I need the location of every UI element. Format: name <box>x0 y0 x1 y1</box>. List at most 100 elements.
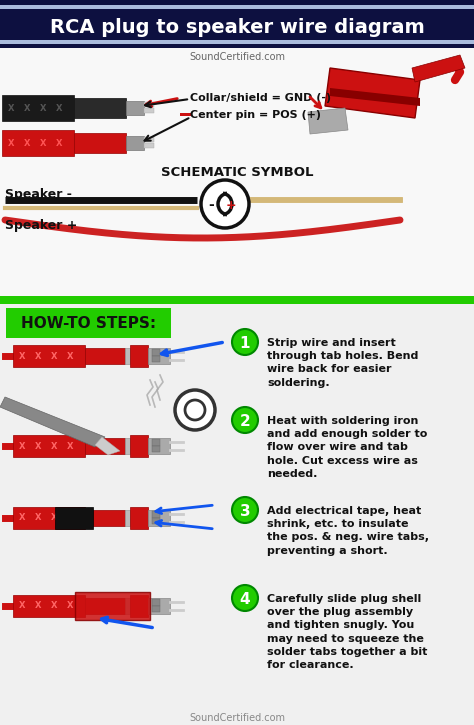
Bar <box>85 598 125 614</box>
Text: X: X <box>24 104 30 112</box>
Polygon shape <box>330 88 420 106</box>
Bar <box>152 439 160 446</box>
Bar <box>0 5 474 9</box>
Text: X: X <box>19 352 25 360</box>
Text: X: X <box>19 442 25 450</box>
Text: X: X <box>51 442 57 450</box>
Text: X: X <box>67 513 73 523</box>
Bar <box>85 438 125 454</box>
Bar <box>148 438 170 454</box>
Text: X: X <box>67 602 73 610</box>
Text: X: X <box>24 138 30 147</box>
Text: Strip wire and insert
through tab holes. Bend
wire back for easier
soldering.: Strip wire and insert through tab holes.… <box>267 338 419 388</box>
Bar <box>130 345 148 367</box>
Text: X: X <box>51 352 57 360</box>
Bar <box>148 598 170 614</box>
Bar <box>152 356 160 362</box>
Bar <box>85 348 125 364</box>
Bar <box>74 133 126 153</box>
Bar <box>125 598 130 614</box>
Text: X: X <box>35 352 41 360</box>
Bar <box>74 98 126 118</box>
Bar <box>13 595 85 617</box>
Bar <box>152 511 160 518</box>
Text: X: X <box>19 602 25 610</box>
Bar <box>152 599 160 606</box>
Bar <box>55 507 93 529</box>
Bar <box>144 143 154 148</box>
Text: X: X <box>35 442 41 450</box>
Polygon shape <box>325 68 420 118</box>
Bar <box>144 137 154 142</box>
Text: Center pin = POS (+): Center pin = POS (+) <box>190 110 321 120</box>
Text: RCA plug to speaker wire diagram: RCA plug to speaker wire diagram <box>50 17 424 36</box>
Text: Collar/shield = GND (-): Collar/shield = GND (-) <box>190 93 331 103</box>
Bar <box>2 95 74 121</box>
Text: X: X <box>40 104 46 112</box>
Bar <box>152 606 160 612</box>
Text: X: X <box>67 442 73 450</box>
Bar <box>85 510 125 526</box>
Text: Speaker -: Speaker - <box>5 188 72 201</box>
Bar <box>148 348 170 364</box>
Circle shape <box>232 407 258 433</box>
Text: -: - <box>208 198 214 212</box>
Text: +: + <box>226 199 237 212</box>
Bar <box>130 595 148 617</box>
Bar <box>125 348 130 364</box>
Circle shape <box>185 400 205 420</box>
Bar <box>0 48 474 296</box>
Bar <box>130 507 148 529</box>
Bar <box>0 40 474 44</box>
FancyBboxPatch shape <box>6 308 171 338</box>
Bar <box>126 101 144 115</box>
Text: 4: 4 <box>240 592 250 607</box>
Text: X: X <box>35 513 41 523</box>
Text: Add electrical tape, heat
shrink, etc. to insulate
the pos. & neg. wire tabs,
pr: Add electrical tape, heat shrink, etc. t… <box>267 506 429 555</box>
Bar <box>125 438 130 454</box>
Circle shape <box>232 497 258 523</box>
Polygon shape <box>95 437 120 455</box>
Text: X: X <box>51 513 57 523</box>
Text: X: X <box>35 602 41 610</box>
Text: SoundCertified.com: SoundCertified.com <box>189 52 285 62</box>
Bar <box>130 435 148 457</box>
Text: SCHEMATIC SYMBOL: SCHEMATIC SYMBOL <box>161 165 313 178</box>
Text: 1: 1 <box>240 336 250 350</box>
Bar <box>152 446 160 452</box>
Bar <box>126 136 144 150</box>
Bar <box>152 518 160 524</box>
Circle shape <box>232 329 258 355</box>
Bar <box>0 296 474 304</box>
Text: 2: 2 <box>240 413 250 428</box>
Text: Speaker +: Speaker + <box>5 218 77 231</box>
Text: X: X <box>8 138 14 147</box>
Circle shape <box>201 180 249 228</box>
Text: X: X <box>67 352 73 360</box>
Text: Heat with soldering iron
and add enough solder to
flow over wire and tab
hole. C: Heat with soldering iron and add enough … <box>267 416 428 479</box>
Bar <box>13 345 85 367</box>
Bar <box>13 435 85 457</box>
Text: Carefully slide plug shell
over the plug assembly
and tighten snugly. You
may ne: Carefully slide plug shell over the plug… <box>267 594 428 670</box>
Polygon shape <box>412 55 465 82</box>
Bar <box>125 510 130 526</box>
Circle shape <box>232 585 258 611</box>
Bar <box>0 304 474 725</box>
Text: 3: 3 <box>240 503 250 518</box>
Bar <box>75 592 150 620</box>
Bar <box>0 710 474 725</box>
Bar <box>144 102 154 107</box>
Bar <box>180 113 192 116</box>
Polygon shape <box>308 108 348 134</box>
Text: X: X <box>56 138 62 147</box>
Text: X: X <box>19 513 25 523</box>
Circle shape <box>175 390 215 430</box>
Bar <box>2 130 74 156</box>
Text: X: X <box>56 104 62 112</box>
Bar <box>148 510 170 526</box>
Bar <box>144 108 154 113</box>
Text: HOW-TO STEPS:: HOW-TO STEPS: <box>21 315 156 331</box>
Text: X: X <box>51 602 57 610</box>
Polygon shape <box>0 397 105 447</box>
Bar <box>13 507 85 529</box>
